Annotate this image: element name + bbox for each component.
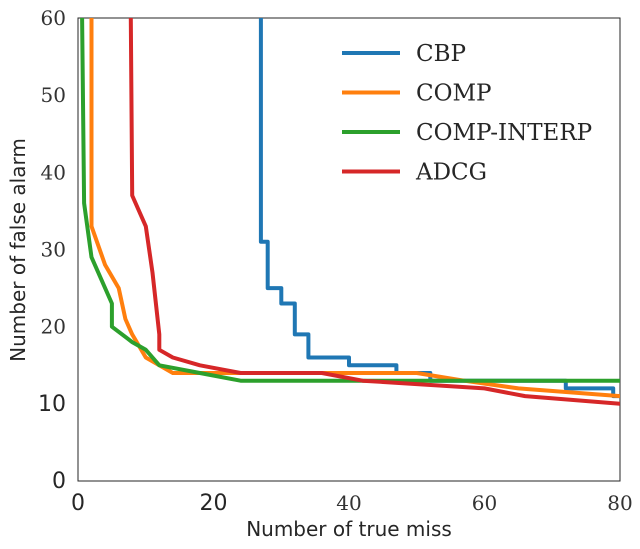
x-tick-label: 60 bbox=[472, 491, 497, 515]
plot-area bbox=[77, 17, 621, 482]
x-tick-label: 0 bbox=[71, 491, 85, 516]
x-axis-label: Number of true miss bbox=[246, 517, 452, 541]
legend-label-comp: COMP bbox=[416, 81, 491, 107]
y-tick-label: 60 bbox=[41, 6, 66, 30]
series-line-comp-interp bbox=[80, 18, 620, 383]
y-tick-label: 20 bbox=[41, 315, 66, 339]
y-tick-label: 10 bbox=[38, 392, 66, 417]
y-tick-label: 30 bbox=[41, 238, 66, 262]
legend-label-cbp: CBP bbox=[416, 41, 466, 67]
series-line-cbp bbox=[258, 18, 620, 399]
legend-label-comp-interp: COMP-INTERP bbox=[416, 120, 592, 146]
y-tick-labels: 0 10 20 30 40 50 60 bbox=[38, 6, 66, 494]
x-tick-label: 80 bbox=[607, 491, 632, 515]
series-line-adcg bbox=[128, 18, 620, 406]
series-layer bbox=[80, 18, 620, 406]
x-tick-label: 40 bbox=[336, 491, 361, 515]
y-tick-label: 40 bbox=[41, 160, 66, 184]
x-tick-labels: 0 20 40 60 80 bbox=[71, 491, 633, 516]
y-tick-label: 0 bbox=[52, 469, 66, 494]
x-tick-label: 20 bbox=[200, 491, 228, 516]
legend-label-adcg: ADCG bbox=[415, 160, 487, 186]
y-axis-label: Number of false alarm bbox=[6, 138, 30, 362]
y-tick-label: 50 bbox=[41, 83, 66, 107]
legend: CBP COMP COMP-INTERP ADCG bbox=[342, 41, 592, 186]
